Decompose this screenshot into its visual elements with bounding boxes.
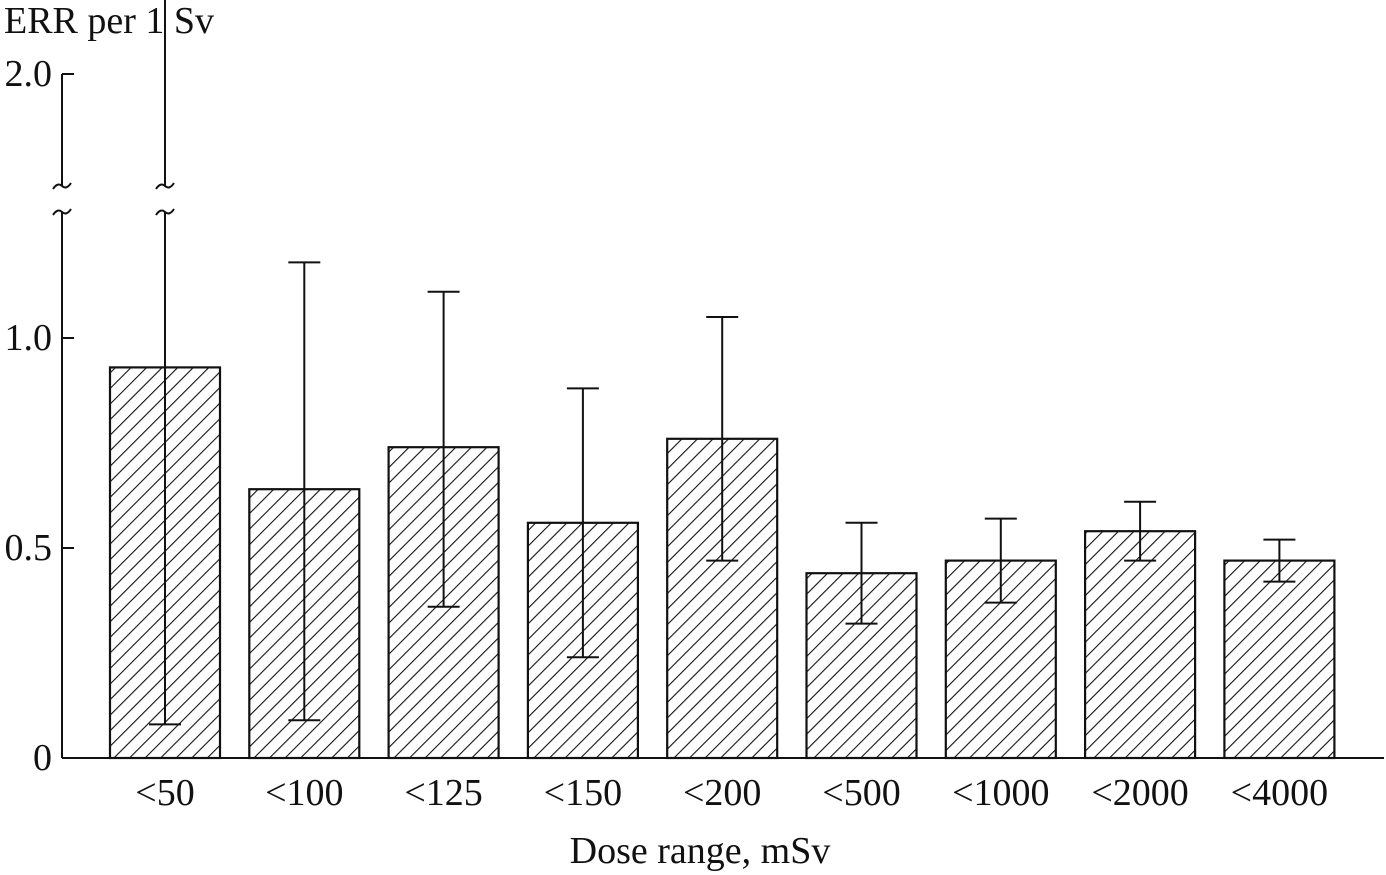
x-tick-label-7: <2000 bbox=[1091, 772, 1188, 814]
bar-8 bbox=[1223, 559, 1336, 760]
bar-7 bbox=[1083, 530, 1197, 760]
error-bar-break-mark-lower-0 bbox=[155, 208, 175, 216]
axis-break-mark-upper bbox=[52, 182, 72, 190]
x-tick-label-1: <100 bbox=[265, 772, 343, 814]
error-bars-group bbox=[149, 0, 1296, 726]
y-tick-label-2: 1.0 bbox=[5, 317, 53, 359]
x-tick-label-0: <50 bbox=[135, 772, 194, 814]
x-tick-label-6: <1000 bbox=[952, 772, 1049, 814]
y-tick-label-0: 0 bbox=[33, 737, 52, 779]
y-tick-label-1: 0.5 bbox=[5, 527, 53, 569]
x-tick-label-4: <200 bbox=[683, 772, 761, 814]
x-tick-label-5: <500 bbox=[822, 772, 900, 814]
error-bar-break-mark-upper-0 bbox=[155, 182, 175, 190]
x-tick-label-3: <150 bbox=[544, 772, 622, 814]
x-axis-title: Dose range, mSv bbox=[570, 830, 831, 872]
y-tick-labels: 0 0.5 1.0 2.0 bbox=[5, 53, 53, 779]
y-axis-title: ERR per 1 Sv bbox=[4, 0, 214, 42]
axis-break-mark-lower bbox=[52, 208, 72, 216]
x-tick-label-8: <4000 bbox=[1231, 772, 1328, 814]
x-tick-label-2: <125 bbox=[404, 772, 482, 814]
y-tick-label-3: 2.0 bbox=[5, 53, 53, 95]
x-tick-labels: <50 <100 <125 <150 <200 <500 <1000 <2000 <4000 bbox=[135, 772, 1328, 814]
